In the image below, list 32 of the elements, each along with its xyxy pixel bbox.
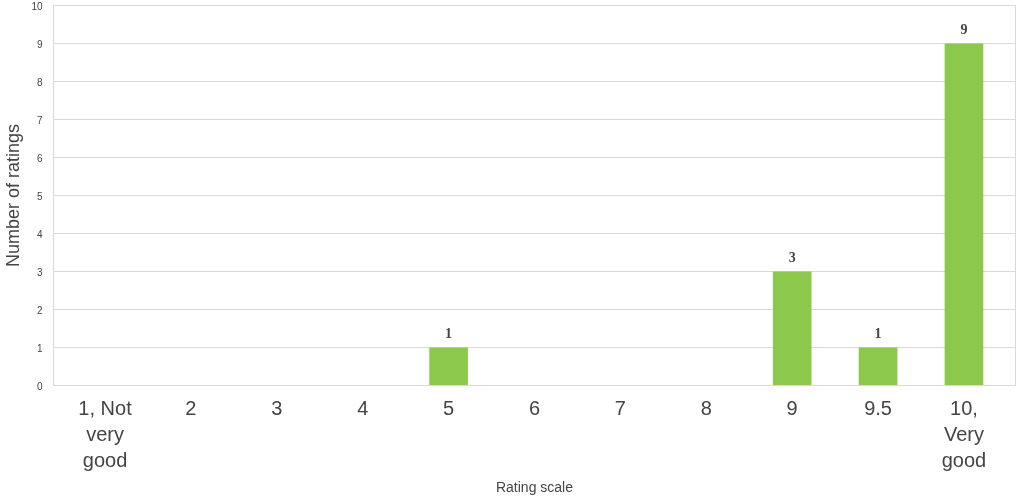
data-label: 3 — [788, 249, 796, 265]
x-tick-label: 10, Very good — [941, 396, 987, 472]
x-tick-label: 8 — [700, 396, 712, 419]
x-tick-label: 4 — [357, 396, 369, 419]
data-label: 1 — [874, 325, 882, 341]
data-label: 1 — [445, 325, 453, 341]
data-label: 9 — [960, 21, 968, 37]
y-tick-label: 9 — [36, 38, 43, 50]
y-tick-label: 3 — [36, 266, 43, 278]
x-tick-label: 9 — [786, 396, 798, 419]
x-tick-label: 9.5 — [864, 396, 892, 419]
x-tick-label: 5 — [443, 396, 455, 419]
bar — [944, 43, 984, 386]
y-tick-label: 6 — [36, 152, 43, 164]
y-tick-label: 4 — [36, 228, 43, 240]
y-tick-label: 1 — [36, 342, 43, 354]
x-tick-label: 6 — [528, 396, 541, 419]
y-tick-label: 7 — [36, 114, 43, 126]
bar — [429, 347, 468, 386]
y-tick-label: 10 — [31, 0, 43, 12]
x-tick-label: 2 — [185, 396, 197, 419]
bar — [858, 347, 898, 386]
y-tick-label: 2 — [36, 304, 43, 316]
x-tick-label: 3 — [271, 396, 283, 419]
y-axis-title: Number of ratings — [3, 123, 24, 268]
y-tick-label: 5 — [36, 190, 43, 202]
y-tick-label: 0 — [36, 380, 43, 392]
x-tick-label: 1, Not very good — [78, 396, 133, 472]
bar — [772, 271, 812, 386]
x-axis-title: Rating scale — [495, 479, 574, 496]
y-tick-label: 8 — [36, 76, 43, 88]
x-tick-label: 7 — [614, 396, 626, 419]
